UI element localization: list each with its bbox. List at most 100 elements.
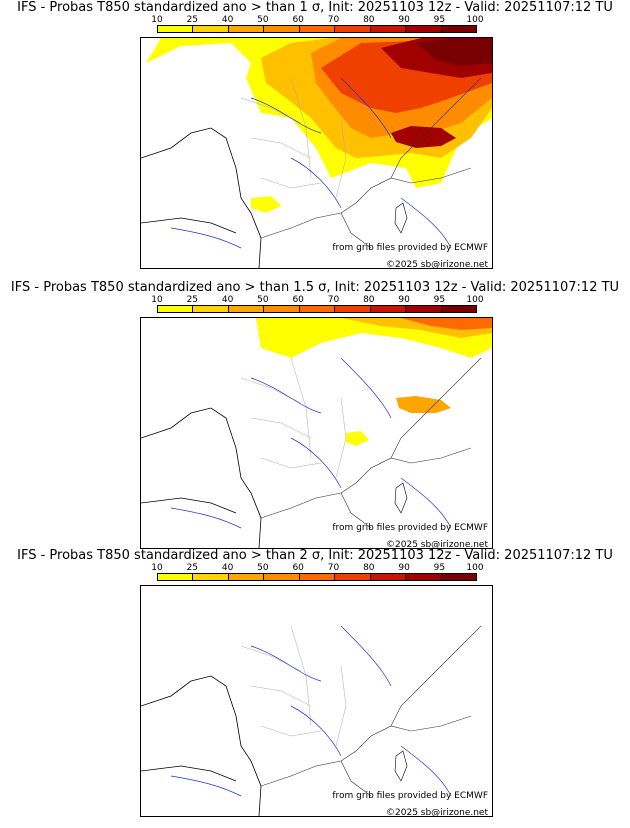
scale-label: 95	[433, 295, 446, 305]
credit-copyright: ©2025 sb@irizone.net	[386, 540, 488, 549]
scale-label: 60	[292, 563, 304, 573]
scale-label: 90	[398, 563, 410, 573]
scale-segment	[441, 26, 476, 32]
rivers	[170, 625, 452, 797]
scale-label: 50	[257, 295, 269, 305]
scale-label: 50	[257, 563, 269, 573]
prob-blob-alps	[396, 396, 451, 413]
panel-title: IFS - Probas T850 standardized ano > tha…	[10, 280, 620, 295]
scale-segment	[370, 574, 407, 580]
map-drawing	[141, 318, 492, 548]
map-panel-2sigma: IFS - Probas T850 standardized ano > tha…	[0, 548, 630, 818]
country-borders	[260, 357, 482, 529]
color-scale-bar	[157, 305, 477, 313]
scale-label: 80	[363, 295, 375, 305]
corsica-island	[394, 202, 408, 234]
prob-area-50	[401, 318, 492, 330]
map-panel-1sigma: IFS - Probas T850 standardized ano > tha…	[0, 0, 630, 270]
prob-blob-south	[251, 196, 281, 213]
scale-segment	[228, 306, 265, 312]
rivers	[170, 77, 452, 249]
scale-segment	[406, 26, 442, 32]
scale-label: 90	[398, 295, 410, 305]
scale-labels: 10 25 40 50 60 70 80 90 95 100	[151, 15, 483, 25]
scale-segment	[370, 306, 407, 312]
prob-area-95	[416, 38, 492, 66]
scale-segment	[335, 306, 371, 312]
scale-labels: 10 25 40 50 60 70 80 90 95 100	[151, 295, 483, 305]
scale-segment	[193, 26, 229, 32]
scale-label: 95	[433, 563, 446, 573]
scale-segment	[158, 26, 194, 32]
probability-map: from grib files provided by ECMWF ©2025 …	[140, 585, 493, 817]
scale-label: 100	[466, 563, 484, 573]
scale-label: 10	[151, 563, 163, 573]
scale-label: 40	[221, 15, 234, 25]
scale-label: 80	[363, 15, 375, 25]
credit-source: from grib files provided by ECMWF	[332, 243, 488, 253]
scale-label: 70	[327, 295, 340, 305]
scale-label: 50	[257, 15, 269, 25]
map-drawing	[141, 625, 482, 816]
color-scale-bar	[157, 25, 477, 33]
scale-labels: 10 25 40 50 60 70 80 90 95 100	[151, 563, 483, 573]
panel-title: IFS - Probas T850 standardized ano > tha…	[17, 0, 613, 15]
prob-blob-alps	[391, 126, 456, 148]
credit-source: from grib files provided by ECMWF	[332, 791, 488, 801]
scale-label: 80	[363, 563, 375, 573]
scale-label: 25	[186, 295, 199, 305]
probability-map: from grib files provided by ECMWF ©2025 …	[140, 37, 493, 269]
scale-segment	[228, 26, 265, 32]
probability-map: from grib files provided by ECMWF ©2025 …	[140, 317, 493, 549]
scale-label: 70	[327, 15, 340, 25]
scale-label: 95	[433, 15, 446, 25]
scale-label: 25	[186, 15, 199, 25]
coastline	[141, 407, 262, 548]
scale-segment	[158, 574, 194, 580]
color-scale-bar	[157, 573, 477, 581]
scale-label: 40	[221, 563, 234, 573]
map-drawing	[141, 38, 492, 268]
scale-label: 10	[151, 295, 163, 305]
scale-label: 100	[466, 295, 484, 305]
scale-label: 60	[292, 295, 304, 305]
coastline	[141, 127, 262, 268]
panel-title: IFS - Probas T850 standardized ano > tha…	[17, 548, 613, 563]
scale-segment	[158, 306, 194, 312]
map-panel-1-5sigma: IFS - Probas T850 standardized ano > tha…	[0, 280, 630, 550]
rivers	[170, 357, 452, 529]
country-borders	[260, 77, 482, 249]
scale-label: 40	[221, 295, 234, 305]
scale-label: 25	[186, 563, 199, 573]
scale-segment	[264, 306, 300, 312]
regional-borders	[240, 357, 347, 479]
scale-segment	[370, 26, 407, 32]
regional-borders	[240, 625, 347, 747]
scale-segment	[406, 574, 442, 580]
scale-segment	[441, 306, 476, 312]
scale-segment	[264, 574, 300, 580]
scale-segment	[299, 26, 336, 32]
scale-segment	[299, 306, 336, 312]
coastline	[141, 675, 262, 816]
scale-label: 90	[398, 15, 410, 25]
scale-label: 60	[292, 15, 304, 25]
credit-copyright: ©2025 sb@irizone.net	[386, 260, 488, 269]
scale-label: 70	[327, 563, 340, 573]
scale-label: 100	[466, 15, 484, 25]
scale-segment	[193, 574, 229, 580]
credit-source: from grib files provided by ECMWF	[332, 523, 488, 533]
scale-segment	[335, 574, 371, 580]
country-borders	[260, 625, 482, 797]
regional-borders	[240, 77, 347, 199]
scale-segment	[335, 26, 371, 32]
credit-copyright: ©2025 sb@irizone.net	[386, 808, 488, 817]
scale-segment	[406, 306, 442, 312]
scale-segment	[193, 306, 229, 312]
corsica-island	[394, 482, 408, 514]
scale-segment	[264, 26, 300, 32]
scale-segment	[441, 574, 476, 580]
corsica-island	[394, 750, 408, 782]
prob-blob-south	[346, 431, 369, 446]
scale-segment	[299, 574, 336, 580]
